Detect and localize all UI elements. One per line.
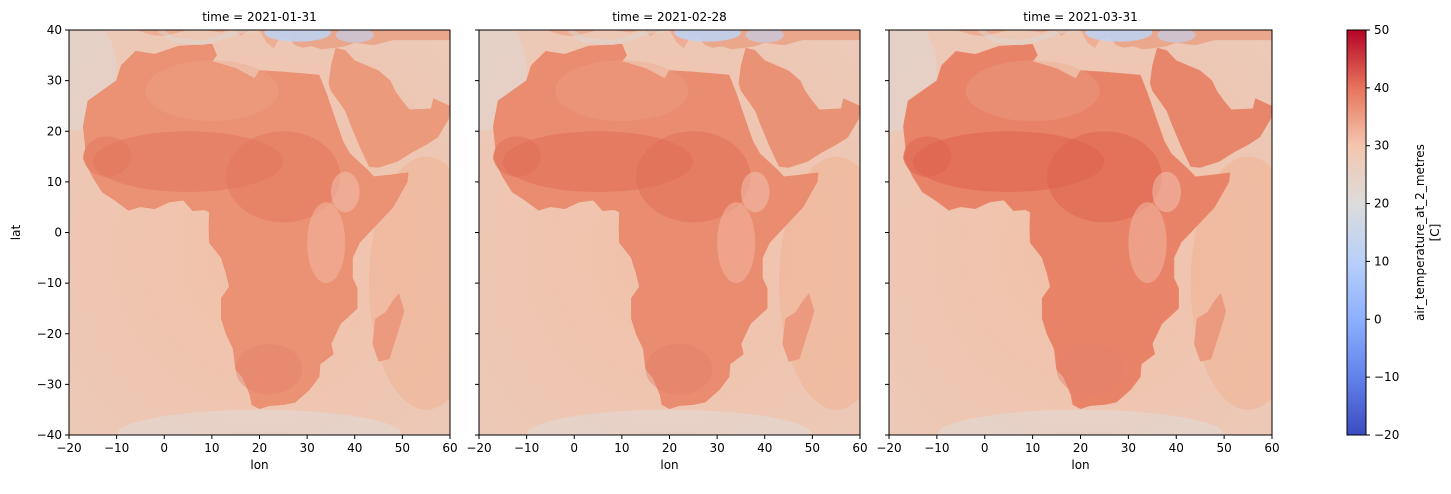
- y-tick-label: −40: [37, 428, 62, 442]
- x-tick-label: 10: [614, 441, 629, 455]
- ethiopia-highlands: [1152, 171, 1182, 213]
- east-africa-highlands: [717, 202, 756, 284]
- x-tick-label: 30: [709, 441, 724, 455]
- south-africa-region: [645, 343, 713, 395]
- colorbar-tick-label: −10: [1374, 370, 1399, 384]
- madagascar-landmass: [1194, 293, 1226, 362]
- x-tick-label: 30: [1121, 441, 1136, 455]
- mediterranean-coast: [978, 30, 1076, 46]
- madagascar-landmass: [782, 293, 815, 362]
- heatmap-panel-2: time = 2021-02-28 −20 −10 0 10 20 30 40 50 60 lon: [466, 10, 867, 472]
- colorbar-label: air_temperature_at_2_metres: [1413, 144, 1427, 321]
- colorbar-tick-label: −20: [1374, 428, 1399, 442]
- y-tick-label: −30: [37, 377, 62, 391]
- x-tick-label: −10: [514, 441, 539, 455]
- arabia-landmass: [738, 47, 860, 168]
- x-tick-label: 40: [347, 441, 362, 455]
- cold-region: [264, 30, 331, 42]
- x-tick-label: −10: [104, 441, 129, 455]
- colorbar-tick-label: 50: [1374, 23, 1389, 37]
- cool-ocean-region: [526, 409, 813, 435]
- colorbar-tick-label: 20: [1374, 197, 1389, 211]
- cold-region: [1085, 30, 1153, 42]
- colorbar-gradient: [1346, 29, 1367, 436]
- y-tick-label: −10: [37, 276, 62, 290]
- x-tick-label: 50: [805, 441, 820, 455]
- x-tick-label: −20: [876, 441, 901, 455]
- colorbar-tick-label: 40: [1374, 81, 1389, 95]
- x-tick-label: 10: [1025, 441, 1040, 455]
- x-tick-label: −10: [924, 441, 949, 455]
- x-tick-label: 0: [981, 441, 989, 455]
- heatmap-field: [69, 30, 450, 435]
- x-tick-label: 60: [1264, 441, 1279, 455]
- x-tick-label: 20: [1073, 441, 1088, 455]
- cold-region: [674, 30, 741, 42]
- x-tick-label: 10: [204, 441, 219, 455]
- heatmap-panel-3: time = 2021-03-31 −20 −10 0 10 20 30 40 50 60 lon: [876, 10, 1279, 472]
- mediterranean-coast: [568, 30, 665, 46]
- colorbar-tick-label: 0: [1374, 312, 1382, 326]
- sahara-region: [965, 60, 1100, 122]
- x-axis-label: lon: [250, 458, 268, 472]
- sudan-hot-region: [636, 131, 751, 223]
- panel-title: time = 2021-01-31: [202, 10, 317, 24]
- senegal-hot-region: [493, 136, 541, 177]
- south-africa-region: [235, 343, 303, 395]
- y-tick-label: 40: [47, 23, 62, 37]
- sahara-region: [145, 60, 279, 122]
- sudan-hot-region: [1046, 131, 1162, 223]
- cold-region: [745, 30, 784, 43]
- x-tick-label: 20: [252, 441, 267, 455]
- mediterranean-coast: [158, 30, 255, 46]
- x-tick-label: 60: [442, 441, 457, 455]
- x-tick-label: −20: [466, 441, 491, 455]
- heatmap-panel-1: time = 2021-01-31 −20 −10 0 10 20 30 40 50 60 lon −…: [9, 10, 458, 472]
- x-tick-label: 20: [662, 441, 677, 455]
- cold-region: [335, 30, 374, 43]
- arabia-landmass: [1149, 47, 1272, 168]
- east-africa-highlands: [307, 202, 346, 284]
- x-tick-label: 50: [395, 441, 410, 455]
- cool-ocean-region: [936, 409, 1225, 435]
- sahara-region: [555, 60, 689, 122]
- sudan-hot-region: [226, 131, 341, 223]
- colorbar-unit-label: [C]: [1428, 224, 1442, 242]
- x-tick-label: 40: [757, 441, 772, 455]
- madagascar-landmass: [372, 293, 405, 362]
- x-tick-label: 40: [1169, 441, 1184, 455]
- x-tick-label: −20: [56, 441, 81, 455]
- x-axis-label: lon: [660, 458, 678, 472]
- y-tick-label: 0: [54, 226, 62, 240]
- x-tick-label: 60: [852, 441, 867, 455]
- ethiopia-highlands: [740, 171, 770, 213]
- x-tick-label: 0: [160, 441, 168, 455]
- heatmap-field: [479, 30, 860, 435]
- y-tick-label: 30: [47, 74, 62, 88]
- y-axis-label: lat: [9, 225, 23, 241]
- x-tick-label: 50: [1216, 441, 1231, 455]
- y-tick-label: −20: [37, 327, 62, 341]
- senegal-hot-region: [903, 136, 952, 177]
- y-tick-label: 20: [47, 124, 62, 138]
- east-africa-highlands: [1128, 202, 1167, 284]
- panel-title: time = 2021-02-28: [612, 10, 727, 24]
- colorbar-tick-label: 30: [1374, 139, 1389, 153]
- ethiopia-highlands: [330, 171, 360, 213]
- heatmap-field: [889, 30, 1272, 435]
- south-africa-region: [1056, 343, 1124, 395]
- panel-title: time = 2021-03-31: [1023, 10, 1138, 24]
- senegal-hot-region: [83, 136, 131, 177]
- cool-ocean-region: [116, 409, 403, 435]
- arabia-landmass: [328, 47, 450, 168]
- x-tick-label: 0: [570, 441, 578, 455]
- x-axis-label: lon: [1071, 458, 1089, 472]
- colorbar-tick-label: 10: [1374, 254, 1389, 268]
- y-tick-label: 10: [47, 175, 62, 189]
- colorbar: −20 −10 0 10 20 30 40 50 air_temperature_at_2_me…: [1346, 23, 1442, 442]
- x-tick-label: 30: [299, 441, 314, 455]
- cold-region: [1157, 30, 1196, 43]
